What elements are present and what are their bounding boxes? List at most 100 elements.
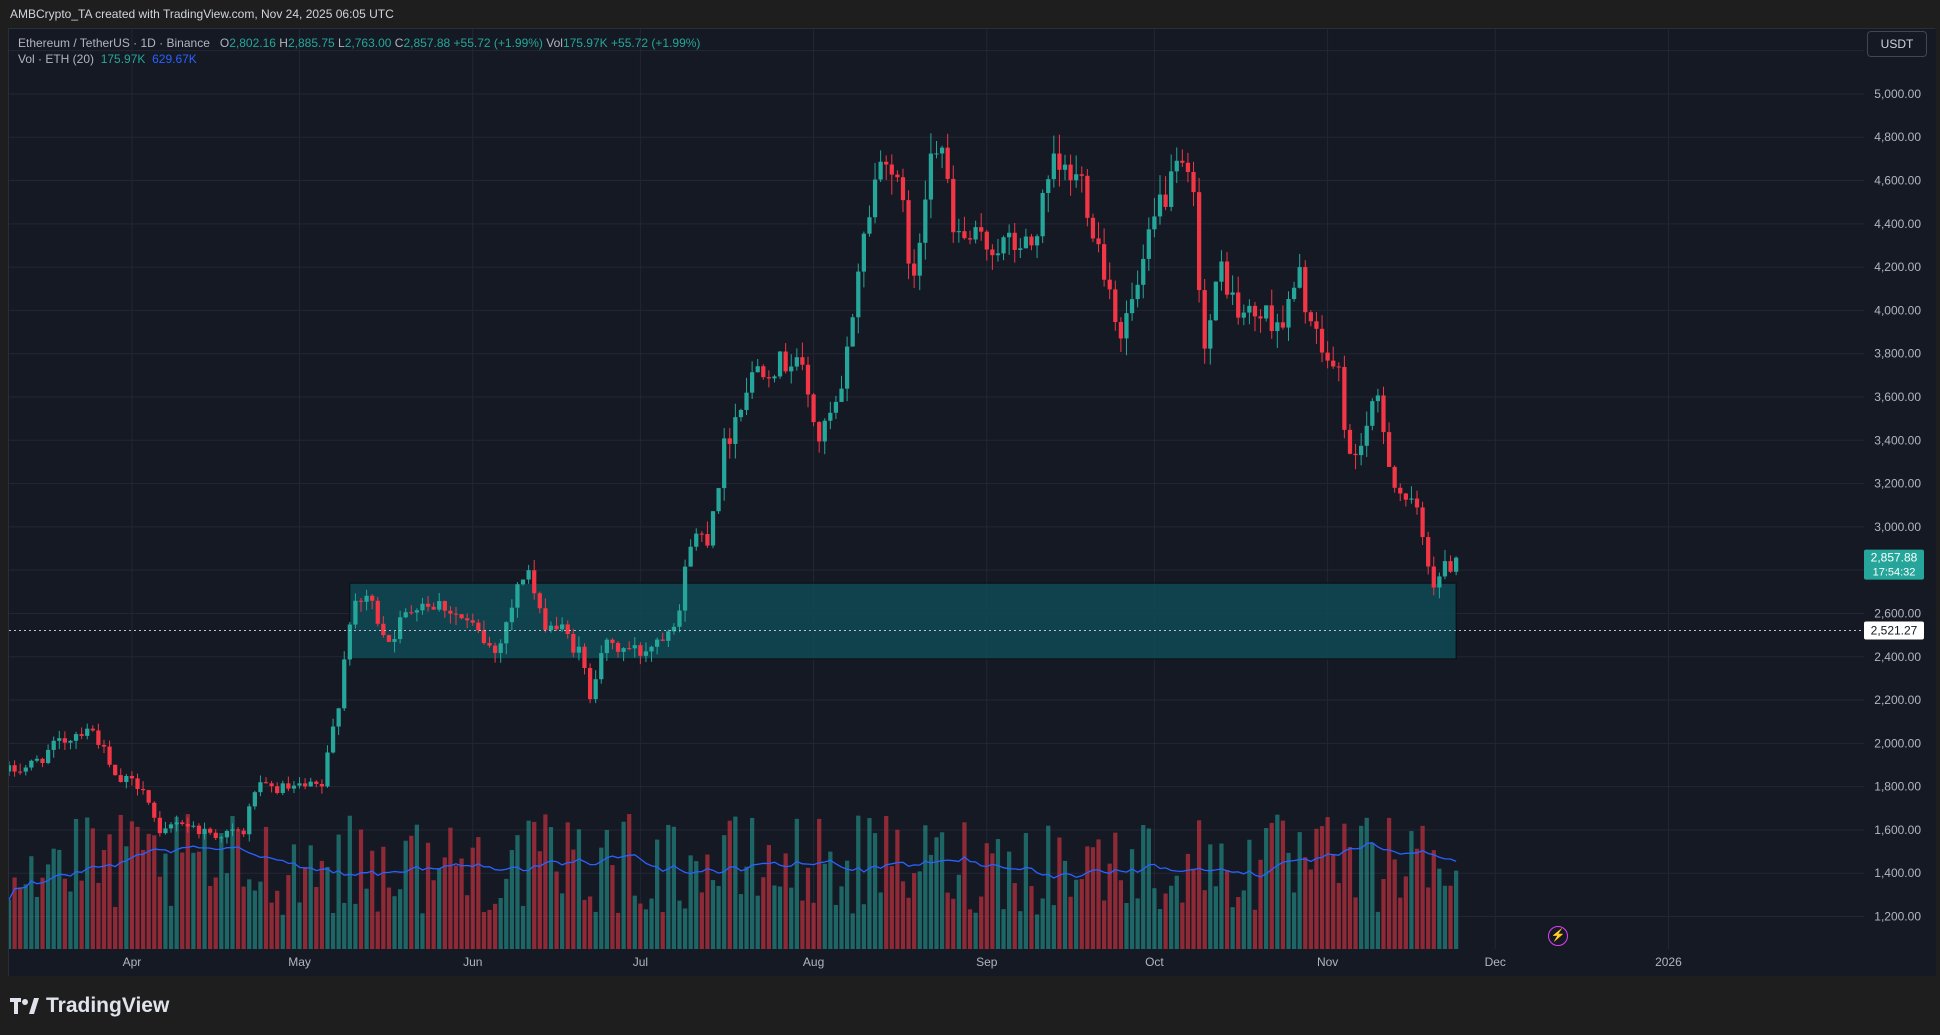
volume-bar: [632, 895, 637, 949]
volume-bar: [1375, 911, 1381, 949]
volume-bar: [319, 860, 325, 949]
volume-bar: [1018, 911, 1023, 949]
candle-body: [118, 775, 123, 782]
volume-bar: [1163, 893, 1168, 949]
candle-body: [1364, 425, 1369, 446]
candle-body: [342, 659, 347, 709]
volume-bar: [738, 894, 744, 949]
high-value: 2,885.75: [287, 36, 335, 50]
volume-bar: [990, 853, 995, 949]
candle-body: [1258, 316, 1263, 319]
volume-bar: [303, 866, 308, 949]
candle-body: [258, 782, 263, 793]
volume-bar: [1420, 825, 1425, 949]
y-tick-label: 1,800.00: [1874, 780, 1921, 794]
candle-body: [872, 179, 878, 218]
volume-bar: [504, 878, 509, 949]
candle-body: [632, 645, 637, 649]
candle-body: [749, 372, 755, 393]
volume-bar: [1224, 869, 1230, 949]
candle-body: [235, 829, 241, 831]
candle-body: [163, 828, 168, 834]
candle-body: [833, 401, 839, 413]
volume-bar: [1208, 844, 1213, 949]
volume-bar: [23, 884, 28, 949]
volume-bar: [800, 900, 805, 949]
volume-bar: [157, 876, 162, 949]
candle-body: [990, 249, 995, 256]
chart-pane[interactable]: 1,200.00 1,400.00 1,600.00 1,800.00 2,000.00…: [8, 28, 1936, 977]
plot-background: [9, 29, 1936, 977]
candle-body: [174, 822, 179, 825]
candle-body: [1381, 395, 1386, 433]
volume-bar: [1297, 832, 1302, 949]
candle-body: [582, 646, 587, 669]
volume-bar: [1012, 883, 1017, 949]
candle-body: [705, 534, 710, 546]
candle-body: [140, 788, 146, 791]
candle-body: [1023, 236, 1029, 249]
volume-bar: [45, 864, 51, 949]
close-value: 2,857.88: [403, 36, 451, 50]
volume-bar: [973, 912, 978, 949]
high-label: H: [279, 36, 288, 50]
volume-bar: [1353, 897, 1358, 949]
volume-bar: [900, 881, 906, 949]
volume-bar: [163, 853, 168, 949]
volume-bar: [258, 881, 263, 949]
candle-body: [1090, 217, 1096, 239]
candle-body: [1291, 287, 1297, 300]
logo-text: TradingView: [46, 994, 170, 1017]
candle-body: [828, 412, 833, 421]
candle-body: [688, 546, 693, 567]
volume-indicator-name[interactable]: Vol · ETH (20): [18, 52, 95, 66]
volume-bar: [370, 850, 375, 949]
candle-body: [554, 625, 559, 630]
candle-body: [358, 600, 364, 602]
candle-body: [280, 783, 285, 793]
candle-body: [660, 639, 665, 641]
y-tick-label: 4,000.00: [1874, 303, 1921, 317]
volume-bar: [1051, 905, 1056, 949]
candle-body: [40, 758, 45, 763]
volume-bar: [593, 911, 598, 949]
volume-bar: [599, 847, 604, 949]
volume-bar: [1174, 875, 1179, 949]
currency-button[interactable]: USDT: [1867, 31, 1927, 57]
candle-body: [973, 227, 978, 240]
footer: [0, 976, 1940, 1035]
candle-body: [129, 775, 135, 779]
symbol-description[interactable]: Ethereum / TetherUS · 1D · Binance: [18, 36, 210, 50]
volume-bar: [12, 877, 17, 949]
volume-bar: [1381, 879, 1386, 949]
candle-body: [1442, 561, 1448, 577]
candle-body: [615, 642, 621, 652]
candle-body: [314, 781, 319, 784]
price-chart[interactable]: 1,200.00 1,400.00 1,600.00 1,800.00 2,000.00…: [9, 29, 1936, 977]
candle-body: [325, 752, 330, 787]
candle-body: [1007, 232, 1012, 238]
volume-bar: [772, 885, 777, 949]
volume-bar: [1191, 868, 1196, 949]
candle-body: [671, 626, 677, 632]
volume-bar: [1403, 876, 1408, 949]
candle-body: [291, 785, 297, 789]
volume-bar: [1152, 888, 1157, 949]
volume-bar: [1096, 839, 1101, 949]
volume-bar: [554, 871, 559, 949]
candle-body: [1392, 466, 1397, 488]
candle-body: [470, 620, 475, 623]
volume-bar: [1448, 885, 1453, 949]
candle-body: [1001, 237, 1006, 254]
lightning-icon[interactable]: ⚡: [1548, 926, 1568, 946]
volume-bar: [224, 873, 230, 949]
candle-body: [532, 570, 537, 594]
volume-bar: [73, 818, 79, 949]
volume-bar: [1029, 886, 1034, 949]
volume-bar: [828, 851, 833, 949]
candle-body: [1386, 432, 1392, 467]
volume-bar: [615, 912, 621, 949]
candle-body: [275, 786, 280, 793]
candle-body: [269, 783, 274, 787]
volume-bar: [1118, 880, 1124, 949]
